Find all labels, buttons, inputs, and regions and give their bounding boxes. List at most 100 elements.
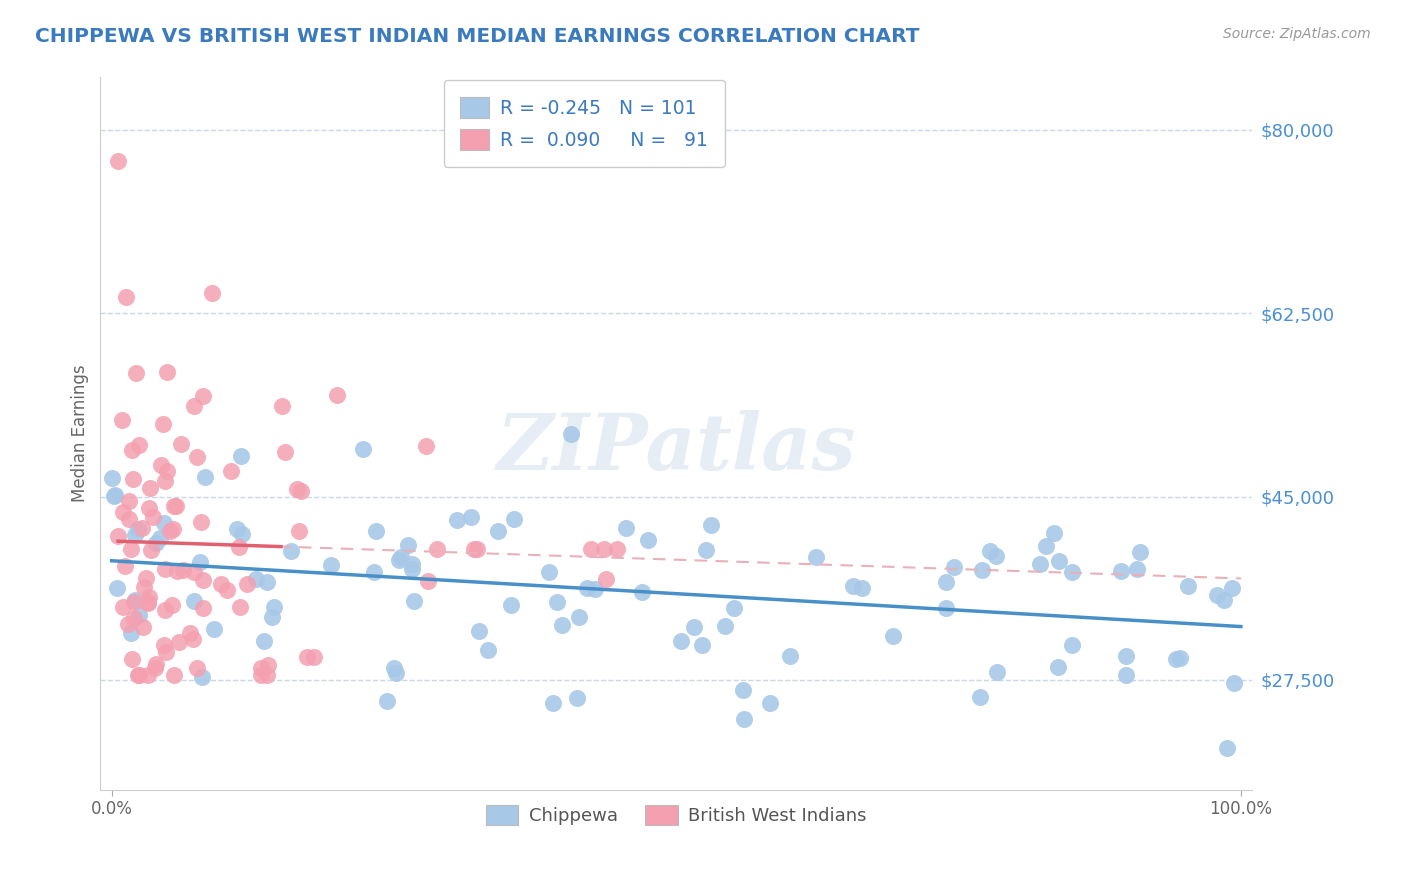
Point xyxy=(682,620,704,634)
Point xyxy=(215,582,238,597)
Point xyxy=(1062,638,1084,652)
Point xyxy=(191,573,214,587)
Point xyxy=(183,632,205,646)
Point xyxy=(114,558,136,573)
Point xyxy=(1170,651,1192,665)
Point xyxy=(127,667,149,681)
Text: CHIPPEWA VS BRITISH WEST INDIAN MEDIAN EARNINGS CORRELATION CHART: CHIPPEWA VS BRITISH WEST INDIAN MEDIAN E… xyxy=(35,27,920,45)
Point xyxy=(401,558,423,572)
Point xyxy=(388,553,411,567)
Point xyxy=(576,581,599,595)
Point xyxy=(1216,741,1239,756)
Point xyxy=(560,426,582,441)
Point xyxy=(321,558,343,573)
Point xyxy=(121,442,143,457)
Point xyxy=(135,571,157,585)
Point xyxy=(1177,579,1199,593)
Point xyxy=(122,472,145,486)
Point xyxy=(568,610,591,624)
Point xyxy=(984,549,1007,563)
Point xyxy=(186,450,208,464)
Point xyxy=(1125,562,1147,576)
Point xyxy=(132,620,155,634)
Point xyxy=(396,538,419,552)
Point xyxy=(970,563,993,577)
Point xyxy=(695,542,717,557)
Point xyxy=(538,565,561,579)
Point xyxy=(172,563,194,577)
Point xyxy=(541,696,564,710)
Point xyxy=(120,626,142,640)
Point xyxy=(260,610,283,624)
Point xyxy=(128,667,150,681)
Point xyxy=(326,388,349,402)
Point xyxy=(759,696,782,710)
Point xyxy=(363,565,385,579)
Point xyxy=(191,389,214,403)
Point xyxy=(136,667,159,681)
Point xyxy=(1115,649,1137,664)
Point xyxy=(166,565,188,579)
Point xyxy=(460,510,482,524)
Point xyxy=(446,513,468,527)
Point xyxy=(191,670,214,684)
Point xyxy=(1166,652,1188,666)
Point xyxy=(285,483,308,497)
Point xyxy=(125,367,148,381)
Point xyxy=(465,541,488,556)
Point xyxy=(595,572,617,586)
Point xyxy=(156,464,179,478)
Point xyxy=(375,694,398,708)
Point xyxy=(692,638,714,652)
Point xyxy=(700,517,723,532)
Point xyxy=(188,555,211,569)
Point xyxy=(364,524,387,538)
Point xyxy=(107,529,129,543)
Point xyxy=(122,610,145,624)
Point xyxy=(1220,582,1243,596)
Point xyxy=(1047,660,1070,674)
Point xyxy=(1115,668,1137,682)
Point xyxy=(256,574,278,589)
Point xyxy=(136,596,159,610)
Point xyxy=(290,483,312,498)
Point xyxy=(194,470,217,484)
Point xyxy=(1060,565,1083,579)
Point xyxy=(477,642,499,657)
Point xyxy=(231,526,253,541)
Point xyxy=(101,471,124,485)
Point xyxy=(1129,545,1152,559)
Point xyxy=(183,594,205,608)
Point xyxy=(107,154,129,169)
Point xyxy=(165,500,187,514)
Point xyxy=(169,635,191,649)
Point xyxy=(186,661,208,675)
Point xyxy=(1205,589,1227,603)
Point xyxy=(143,660,166,674)
Point xyxy=(288,524,311,538)
Point xyxy=(190,515,212,529)
Point xyxy=(160,598,183,612)
Point xyxy=(183,566,205,580)
Point xyxy=(1213,593,1236,607)
Point xyxy=(138,500,160,515)
Point xyxy=(201,286,224,301)
Point xyxy=(723,601,745,615)
Point xyxy=(103,489,125,503)
Point xyxy=(882,629,904,643)
Point xyxy=(153,638,176,652)
Point xyxy=(579,541,602,556)
Point xyxy=(193,600,215,615)
Point xyxy=(606,541,628,556)
Point xyxy=(935,600,957,615)
Point xyxy=(263,599,285,614)
Point xyxy=(779,649,801,664)
Point xyxy=(503,512,526,526)
Point xyxy=(426,541,449,556)
Point xyxy=(1043,525,1066,540)
Point xyxy=(501,598,523,612)
Point xyxy=(1029,557,1052,571)
Point xyxy=(228,540,250,554)
Point xyxy=(389,549,412,564)
Point xyxy=(416,574,439,589)
